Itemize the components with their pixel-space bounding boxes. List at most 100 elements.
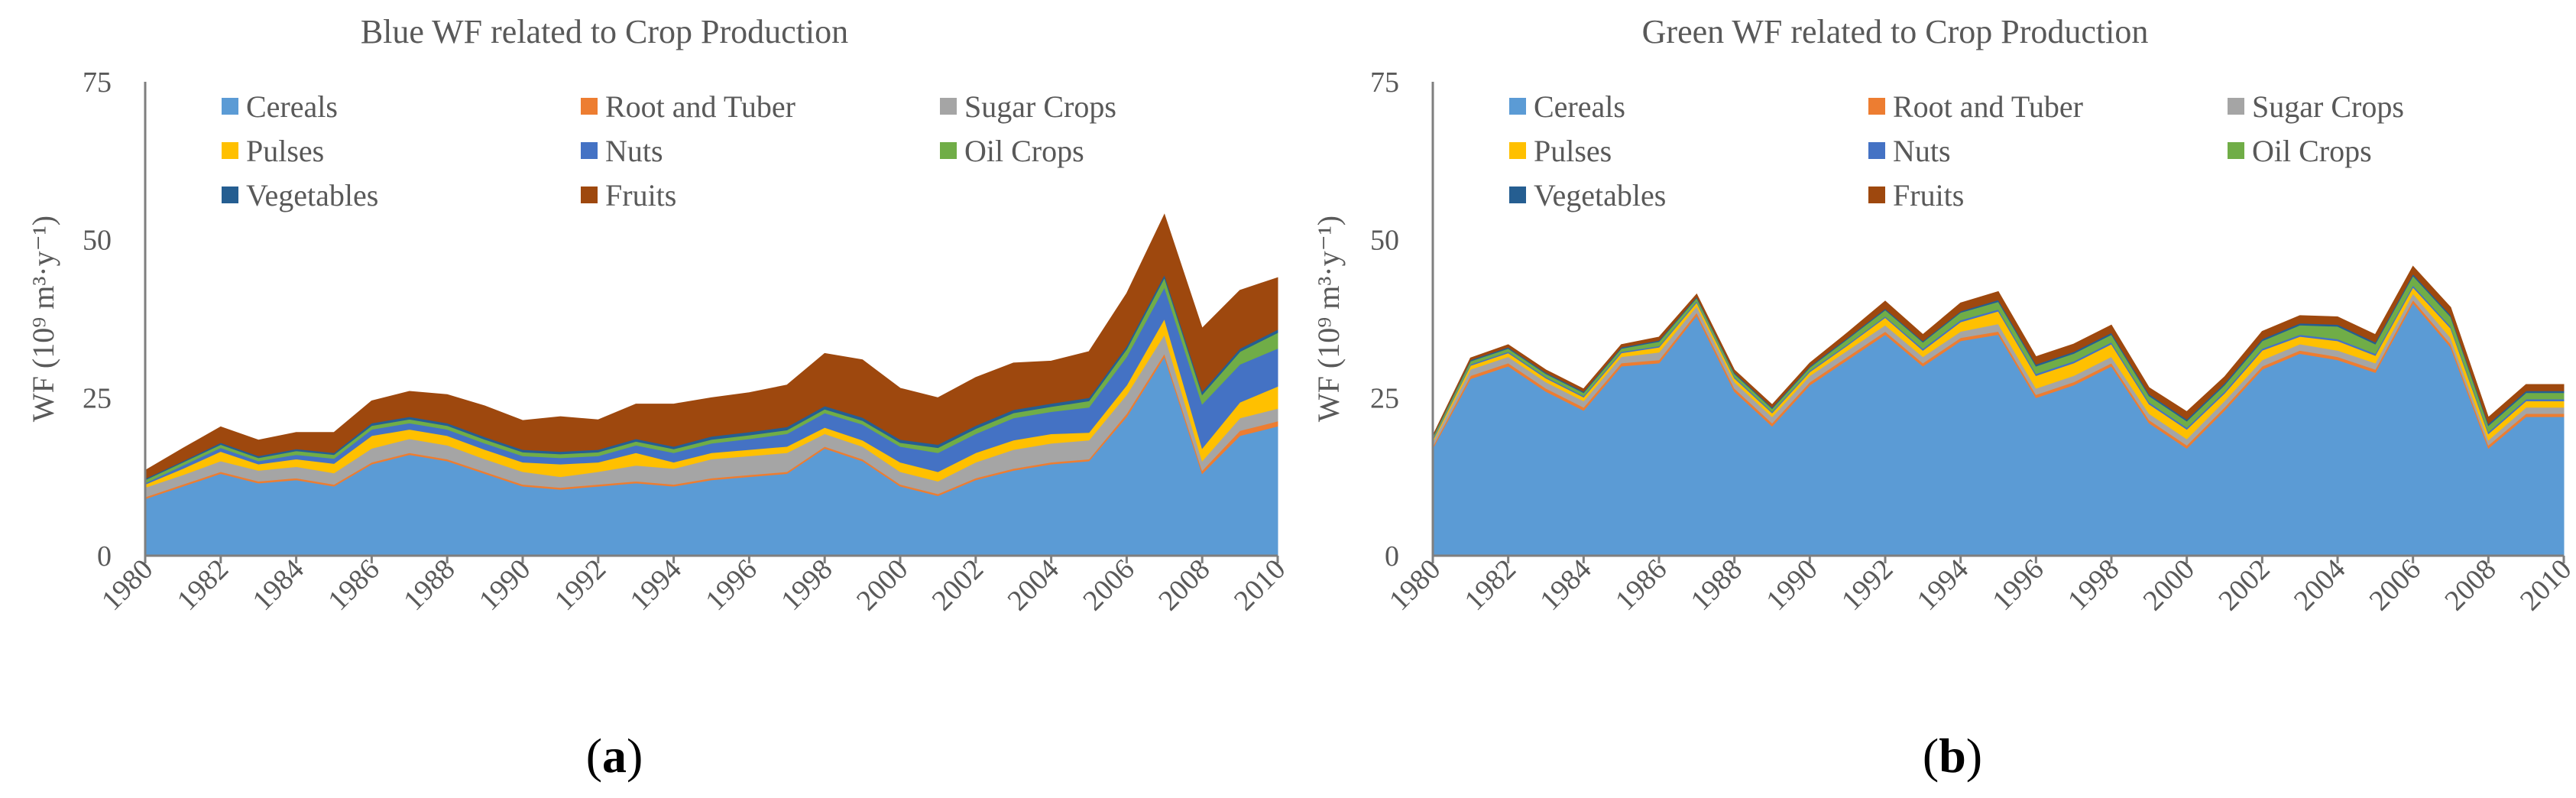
legend-item-nuts: Nuts: [1868, 134, 1951, 168]
y-tick-label: 25: [83, 382, 112, 414]
legend-label: Pulses: [1534, 134, 1612, 168]
x-tick-label: 1982: [1459, 553, 1522, 617]
y-tick-label: 50: [83, 225, 112, 257]
legend-swatch: [1509, 98, 1526, 115]
x-tick-label: 1990: [473, 553, 536, 617]
x-tick-label: 1986: [1609, 553, 1673, 617]
x-tick-label: 1998: [2062, 553, 2125, 617]
legend-swatch: [940, 98, 957, 115]
panel-label-close: ): [1966, 728, 1982, 783]
legend-label: Cereals: [1534, 89, 1625, 124]
legend-label: Oil Crops: [964, 134, 1084, 168]
stacked-areas: [144, 213, 1278, 556]
x-tick-label: 1992: [549, 553, 612, 617]
legend-item-cereals: Cereals: [222, 89, 338, 124]
legend-item-oil-crops: Oil Crops: [940, 134, 1084, 168]
panel-label-letter: a: [602, 728, 627, 783]
y-tick-label: 75: [83, 66, 112, 99]
y-axis-label: WF (10⁹ m³·y⁻¹): [1311, 216, 1346, 422]
x-tick-label: 2008: [2438, 553, 2502, 617]
x-tick-label: 1992: [1836, 553, 1899, 617]
x-tick-label: 1986: [322, 553, 385, 617]
chart-title: Green WF related to Crop Production: [1642, 13, 2149, 50]
legend-label: Root and Tuber: [605, 89, 795, 124]
legend-swatch: [581, 187, 598, 203]
area-fruits: [1432, 265, 2565, 436]
chart-title: Blue WF related to Crop Production: [361, 13, 848, 50]
x-tick-label: 1994: [624, 553, 688, 617]
x-tick-label: 1982: [171, 553, 235, 617]
legend-item-nuts: Nuts: [581, 134, 663, 168]
legend-item-sugar-crops: Sugar Crops: [940, 89, 1116, 124]
x-tick-label: 1996: [1986, 553, 2049, 617]
legend-swatch: [2228, 98, 2244, 115]
area-cereals: [1432, 302, 2565, 556]
legend-swatch: [222, 187, 238, 203]
panel-label-open: (: [1923, 728, 1939, 783]
legend-swatch: [1509, 187, 1526, 203]
legend-label: Root and Tuber: [1893, 89, 2083, 124]
legend-swatch: [940, 142, 957, 159]
legend-item-pulses: Pulses: [222, 134, 324, 168]
legend-item-vegetables: Vegetables: [222, 178, 378, 212]
x-tick-label: 1990: [1760, 553, 1823, 617]
x-tick-label: 1988: [1685, 553, 1748, 617]
legend-item-oil-crops: Oil Crops: [2228, 134, 2372, 168]
legend-item-root-and-tuber: Root and Tuber: [1868, 89, 2083, 124]
x-tick-label: 2006: [1077, 553, 1140, 617]
panel-b-chart: Green WF related to Crop Production 0 25 50…: [1311, 13, 2576, 783]
legend: Cereals Root and Tuber Sugar Crops Pulses Nu…: [222, 89, 1116, 212]
legend-swatch: [581, 98, 598, 115]
legend-label: Sugar Crops: [2252, 89, 2404, 124]
legend-item-root-and-tuber: Root and Tuber: [581, 89, 795, 124]
legend-item-sugar-crops: Sugar Crops: [2228, 89, 2404, 124]
x-tick-label: 2010: [2514, 553, 2576, 617]
legend-label: Sugar Crops: [964, 89, 1116, 124]
x-tick-label: 2006: [2364, 553, 2427, 617]
y-tick-label: 75: [1370, 66, 1399, 99]
x-tick-label: 1984: [247, 553, 310, 617]
legend-swatch: [1509, 142, 1526, 159]
x-tick-label: 2000: [851, 553, 914, 617]
legend: Cereals Root and Tuber Sugar Crops Pulses Nu…: [1509, 89, 2404, 212]
legend-swatch: [222, 98, 238, 115]
x-tick-label: 2004: [1002, 553, 1065, 617]
panel-label: (a): [586, 728, 643, 783]
panel-label-close: ): [627, 728, 643, 783]
legend-label: Vegetables: [246, 178, 378, 212]
x-tick-label: 2004: [2288, 553, 2351, 617]
legend-label: Fruits: [1893, 178, 1964, 212]
x-tick-label: 2002: [926, 553, 990, 617]
legend-item-vegetables: Vegetables: [1509, 178, 1666, 212]
legend-swatch: [1868, 142, 1885, 159]
panel-label: (b): [1923, 728, 1982, 783]
legend-label: Nuts: [605, 134, 663, 168]
legend-swatch: [1868, 98, 1885, 115]
area-fruits: [144, 213, 1278, 479]
panel-label-letter: b: [1939, 728, 1966, 783]
x-tick-label: 2002: [2212, 553, 2276, 617]
legend-item-pulses: Pulses: [1509, 134, 1612, 168]
x-tick-label: 2008: [1152, 553, 1216, 617]
y-tick-label: 25: [1370, 382, 1399, 414]
panel-a-chart: Blue WF related to Crop Production 0 25 50 7…: [26, 13, 1291, 783]
legend-swatch: [2228, 142, 2244, 159]
x-tick-label: 1984: [1534, 553, 1597, 617]
y-axis-label: WF (10⁹ m³·y⁻¹): [26, 216, 60, 422]
x-tick-label: 2000: [2137, 553, 2201, 617]
legend-label: Oil Crops: [2252, 134, 2372, 168]
panel-label-open: (: [586, 728, 602, 783]
legend-item-cereals: Cereals: [1509, 89, 1625, 124]
y-tick-label: 0: [97, 540, 112, 573]
y-tick-label: 0: [1385, 540, 1399, 573]
legend-label: Pulses: [246, 134, 324, 168]
x-tick-label: 2010: [1228, 553, 1291, 617]
legend-swatch: [581, 142, 598, 159]
x-tick-label: 1996: [699, 553, 763, 617]
legend-item-fruits: Fruits: [581, 178, 676, 212]
stacked-areas: [1432, 265, 2565, 556]
legend-label: Cereals: [246, 89, 338, 124]
legend-swatch: [1868, 187, 1885, 203]
legend-label: Fruits: [605, 178, 676, 212]
